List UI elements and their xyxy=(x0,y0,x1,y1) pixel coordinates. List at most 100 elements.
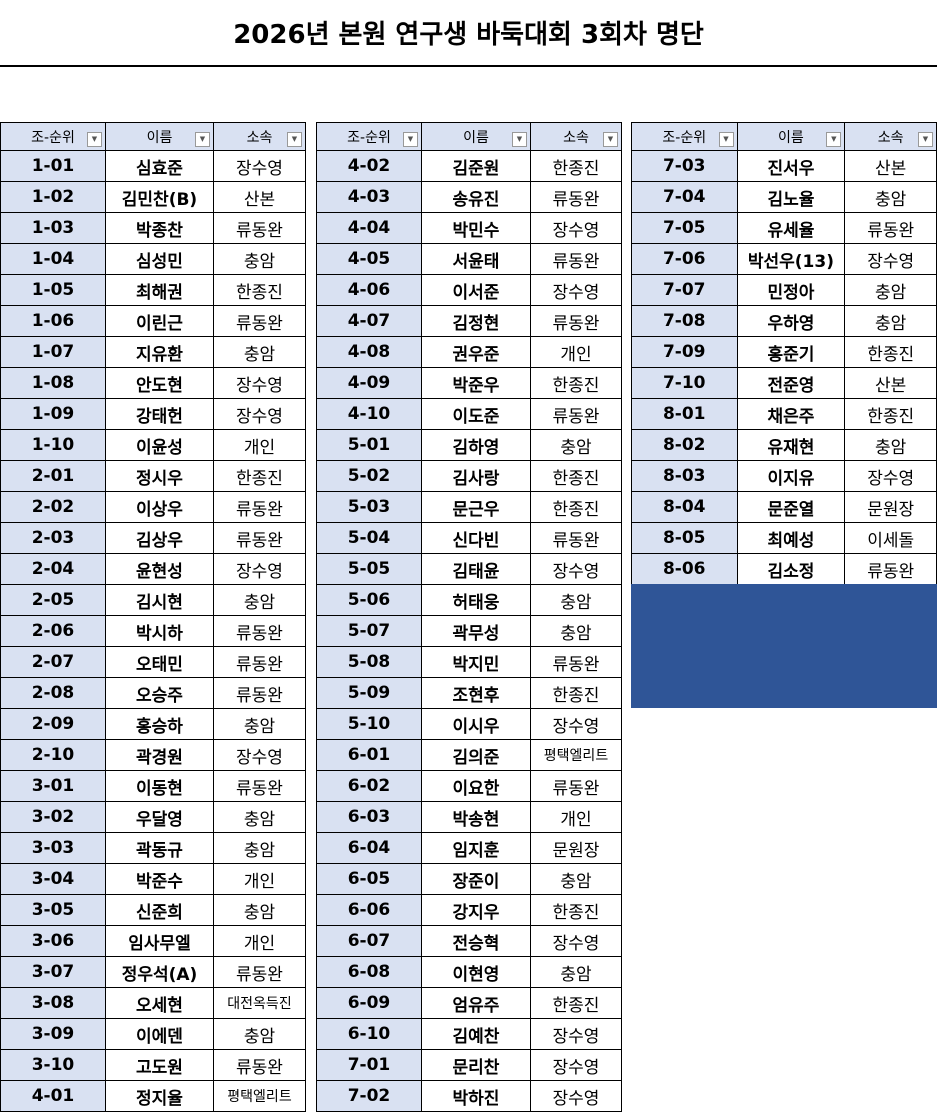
group-rank-cell[interactable]: 6-04 xyxy=(316,832,422,864)
name-cell[interactable]: 윤현성 xyxy=(105,553,214,585)
affiliation-cell[interactable]: 한종진 xyxy=(213,460,306,492)
affiliation-cell[interactable]: 장수영 xyxy=(530,1080,622,1112)
affiliation-cell[interactable]: 장수영 xyxy=(213,739,306,771)
affiliation-cell[interactable]: 장수영 xyxy=(213,150,306,182)
affiliation-cell[interactable]: 류동완 xyxy=(844,212,937,244)
name-cell[interactable]: 곽동규 xyxy=(105,832,214,864)
affiliation-cell[interactable]: 장수영 xyxy=(844,460,937,492)
group-rank-cell[interactable]: 3-07 xyxy=(0,956,106,988)
affiliation-cell[interactable]: 개인 xyxy=(213,925,306,957)
affiliation-cell[interactable]: 장수영 xyxy=(530,925,622,957)
affiliation-cell[interactable]: 대전옥득진 xyxy=(213,987,306,1019)
group-rank-cell[interactable]: 6-09 xyxy=(316,987,422,1019)
filter-dropdown-icon[interactable]: ▼ xyxy=(287,132,302,147)
affiliation-cell[interactable]: 한종진 xyxy=(530,150,622,182)
affiliation-cell[interactable]: 한종진 xyxy=(530,677,622,709)
group-rank-cell[interactable]: 7-01 xyxy=(316,1049,422,1081)
affiliation-cell[interactable]: 한종진 xyxy=(844,398,937,430)
group-rank-cell[interactable]: 7-02 xyxy=(316,1080,422,1112)
name-cell[interactable]: 박종찬 xyxy=(105,212,214,244)
name-cell[interactable]: 강지우 xyxy=(421,894,531,926)
affiliation-cell[interactable]: 한종진 xyxy=(530,894,622,926)
name-cell[interactable]: 강태헌 xyxy=(105,398,214,430)
name-cell[interactable]: 유세율 xyxy=(736,212,846,244)
affiliation-cell[interactable]: 류동완 xyxy=(530,770,622,802)
name-cell[interactable]: 전승혁 xyxy=(421,925,531,957)
affiliation-cell[interactable]: 문원장 xyxy=(844,491,937,523)
name-cell[interactable]: 김소정 xyxy=(736,553,846,585)
filter-dropdown-icon[interactable]: ▼ xyxy=(512,132,527,147)
group-rank-cell[interactable]: 2-05 xyxy=(0,584,106,616)
affiliation-cell[interactable]: 평택엘리트 xyxy=(213,1080,306,1112)
name-cell[interactable]: 곽무성 xyxy=(421,615,531,647)
affiliation-cell[interactable]: 류동완 xyxy=(530,646,622,678)
affiliation-cell[interactable]: 평택엘리트 xyxy=(530,739,622,771)
group-rank-cell[interactable]: 6-05 xyxy=(316,863,422,895)
group-rank-cell[interactable]: 2-04 xyxy=(0,553,106,585)
name-cell[interactable]: 이지유 xyxy=(736,460,846,492)
name-cell[interactable]: 이요한 xyxy=(421,770,531,802)
name-cell[interactable]: 김태윤 xyxy=(421,553,531,585)
name-cell[interactable]: 김시현 xyxy=(105,584,214,616)
name-cell[interactable]: 최예성 xyxy=(736,522,846,554)
name-cell[interactable]: 김상우 xyxy=(105,522,214,554)
affiliation-cell[interactable]: 장수영 xyxy=(530,708,622,740)
affiliation-cell[interactable]: 충암 xyxy=(530,615,622,647)
name-cell[interactable]: 민정아 xyxy=(736,274,846,306)
group-rank-cell[interactable]: 5-08 xyxy=(316,646,422,678)
affiliation-cell[interactable]: 산본 xyxy=(844,367,937,399)
group-rank-cell[interactable]: 6-10 xyxy=(316,1018,422,1050)
name-cell[interactable]: 최해권 xyxy=(105,274,214,306)
name-cell[interactable]: 문리찬 xyxy=(421,1049,531,1081)
affiliation-cell[interactable]: 충암 xyxy=(213,801,306,833)
name-cell[interactable]: 박하진 xyxy=(421,1080,531,1112)
name-cell[interactable]: 오태민 xyxy=(105,646,214,678)
group-rank-cell[interactable]: 1-09 xyxy=(0,398,106,430)
affiliation-cell[interactable]: 충암 xyxy=(213,1018,306,1050)
group-rank-cell[interactable]: 6-07 xyxy=(316,925,422,957)
group-rank-cell[interactable]: 1-06 xyxy=(0,305,106,337)
name-cell[interactable]: 오승주 xyxy=(105,677,214,709)
affiliation-cell[interactable]: 장수영 xyxy=(844,243,937,275)
group-rank-cell[interactable]: 8-05 xyxy=(631,522,738,554)
name-cell[interactable]: 채은주 xyxy=(736,398,846,430)
name-cell[interactable]: 우달영 xyxy=(105,801,214,833)
affiliation-cell[interactable]: 한종진 xyxy=(213,274,306,306)
name-cell[interactable]: 진서우 xyxy=(736,150,846,182)
name-cell[interactable]: 조현후 xyxy=(421,677,531,709)
affiliation-cell[interactable]: 장수영 xyxy=(530,274,622,306)
group-rank-cell[interactable]: 5-05 xyxy=(316,553,422,585)
name-cell[interactable]: 신준희 xyxy=(105,894,214,926)
name-cell[interactable]: 엄유주 xyxy=(421,987,531,1019)
group-rank-cell[interactable]: 6-03 xyxy=(316,801,422,833)
name-cell[interactable]: 박지민 xyxy=(421,646,531,678)
group-rank-cell[interactable]: 2-01 xyxy=(0,460,106,492)
group-rank-cell[interactable]: 8-02 xyxy=(631,429,738,461)
name-cell[interactable]: 박선우(13) xyxy=(736,243,846,275)
name-cell[interactable]: 김하영 xyxy=(421,429,531,461)
name-cell[interactable]: 고도원 xyxy=(105,1049,214,1081)
affiliation-cell[interactable]: 류동완 xyxy=(530,181,622,213)
name-cell[interactable]: 김노율 xyxy=(736,181,846,213)
group-rank-cell[interactable]: 4-07 xyxy=(316,305,422,337)
filter-dropdown-icon[interactable]: ▼ xyxy=(403,132,418,147)
group-rank-cell[interactable]: 8-01 xyxy=(631,398,738,430)
affiliation-cell[interactable]: 충암 xyxy=(530,863,622,895)
name-cell[interactable]: 김준원 xyxy=(421,150,531,182)
affiliation-cell[interactable]: 충암 xyxy=(213,243,306,275)
group-rank-cell[interactable]: 4-05 xyxy=(316,243,422,275)
group-rank-cell[interactable]: 7-06 xyxy=(631,243,738,275)
name-cell[interactable]: 전준영 xyxy=(736,367,846,399)
affiliation-cell[interactable]: 충암 xyxy=(844,305,937,337)
affiliation-cell[interactable]: 류동완 xyxy=(213,522,306,554)
affiliation-cell[interactable]: 류동완 xyxy=(213,956,306,988)
affiliation-cell[interactable]: 장수영 xyxy=(530,212,622,244)
affiliation-cell[interactable]: 산본 xyxy=(844,150,937,182)
name-cell[interactable]: 정지율 xyxy=(105,1080,214,1112)
affiliation-cell[interactable]: 충암 xyxy=(213,832,306,864)
group-rank-cell[interactable]: 7-09 xyxy=(631,336,738,368)
name-cell[interactable]: 권우준 xyxy=(421,336,531,368)
name-cell[interactable]: 이윤성 xyxy=(105,429,214,461)
name-cell[interactable]: 이도준 xyxy=(421,398,531,430)
filter-dropdown-icon[interactable]: ▼ xyxy=(826,132,842,147)
